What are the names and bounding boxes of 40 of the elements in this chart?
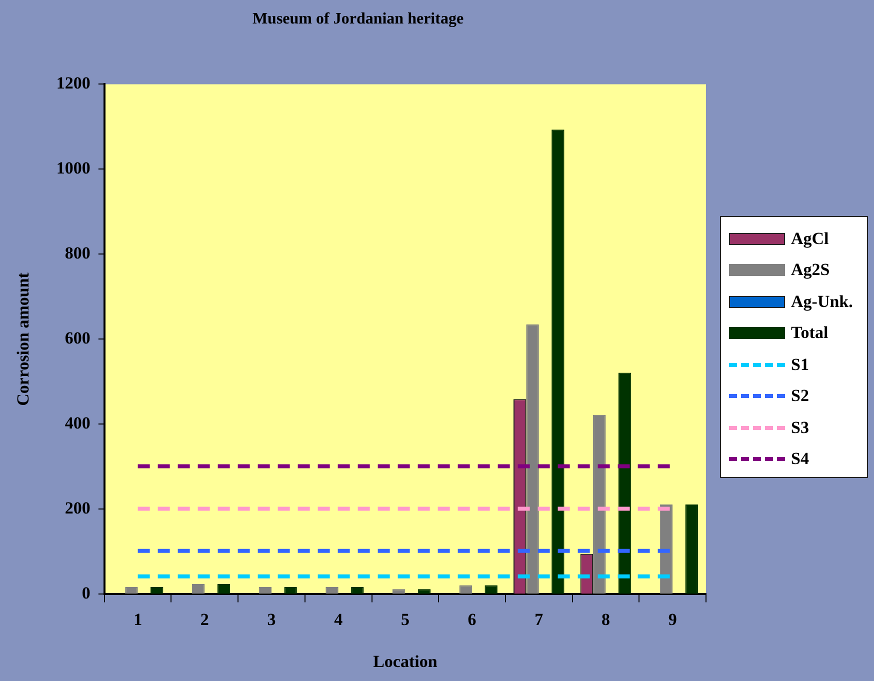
bar: [418, 589, 431, 594]
bar: [685, 504, 698, 594]
y-tick-label: 1200: [56, 74, 90, 93]
bar: [326, 586, 338, 594]
legend-label: Ag2S: [791, 260, 830, 280]
bar: [552, 130, 564, 594]
y-tick-label: 600: [64, 328, 90, 348]
y-tick-label: 1000: [56, 158, 90, 178]
y-axis-title: Corrosion amount: [14, 272, 33, 406]
chart-title: Museum of Jordanian heritage: [252, 10, 464, 28]
x-tick-label: 4: [334, 610, 344, 629]
bar: [125, 586, 138, 594]
legend-label: S1: [791, 354, 809, 375]
legend-label: Total: [791, 323, 828, 344]
legend-label: S4: [791, 449, 809, 470]
x-axis-title: Location: [373, 652, 438, 672]
legend-label: AgCl: [791, 228, 829, 249]
bar: [618, 372, 632, 594]
bar: [258, 586, 272, 594]
bar: [526, 324, 539, 594]
x-tick-label: 7: [534, 610, 544, 629]
x-tick-label: 1: [134, 610, 142, 629]
legend-label: Ag-Unk.: [791, 292, 853, 312]
bar: [392, 589, 406, 594]
x-tick-label: 3: [267, 610, 276, 629]
y-tick-label: 800: [64, 244, 90, 263]
x-tick-label: 2: [200, 610, 209, 629]
bar: [593, 414, 606, 594]
legend-label: S3: [791, 418, 809, 438]
legend-label: S2: [791, 386, 809, 406]
bar: [284, 586, 297, 594]
x-tick-label: 8: [601, 610, 610, 629]
x-tick-label: 6: [468, 610, 476, 629]
bar: [351, 586, 364, 594]
x-tick-label: 9: [668, 610, 677, 629]
x-tick-label: 5: [400, 610, 410, 629]
y-tick-label: 0: [82, 584, 90, 603]
bar: [150, 586, 164, 594]
y-tick-label: 400: [64, 414, 90, 433]
y-tick-label: 200: [64, 498, 90, 518]
